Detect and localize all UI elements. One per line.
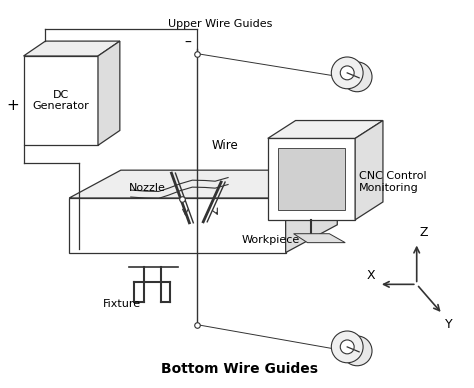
Text: DC
Generator: DC Generator: [32, 90, 89, 111]
Polygon shape: [69, 198, 286, 253]
Text: Wire: Wire: [211, 139, 238, 152]
Polygon shape: [98, 41, 120, 146]
Text: CNC Control
Monitoring: CNC Control Monitoring: [359, 171, 427, 193]
Text: Y: Y: [445, 318, 452, 331]
Text: Z: Z: [419, 226, 428, 239]
Polygon shape: [286, 170, 337, 253]
Text: X: X: [366, 269, 375, 282]
Polygon shape: [69, 170, 337, 198]
Ellipse shape: [342, 336, 372, 366]
Ellipse shape: [331, 331, 363, 363]
Polygon shape: [355, 121, 383, 220]
Text: +: +: [7, 98, 19, 113]
Ellipse shape: [340, 66, 354, 80]
Polygon shape: [278, 148, 345, 210]
Text: Bottom Wire Guides: Bottom Wire Guides: [162, 362, 319, 376]
Ellipse shape: [342, 62, 372, 92]
Polygon shape: [24, 56, 98, 146]
Ellipse shape: [340, 340, 354, 354]
Polygon shape: [268, 139, 355, 220]
Text: Upper Wire Guides: Upper Wire Guides: [168, 19, 272, 29]
Ellipse shape: [331, 57, 363, 89]
Text: Fixture: Fixture: [102, 299, 141, 309]
Text: Nozzle: Nozzle: [128, 183, 165, 193]
Polygon shape: [24, 41, 120, 56]
Text: Workpiece: Workpiece: [242, 235, 300, 245]
Polygon shape: [268, 121, 383, 139]
Text: –: –: [184, 36, 191, 50]
Polygon shape: [293, 234, 345, 242]
